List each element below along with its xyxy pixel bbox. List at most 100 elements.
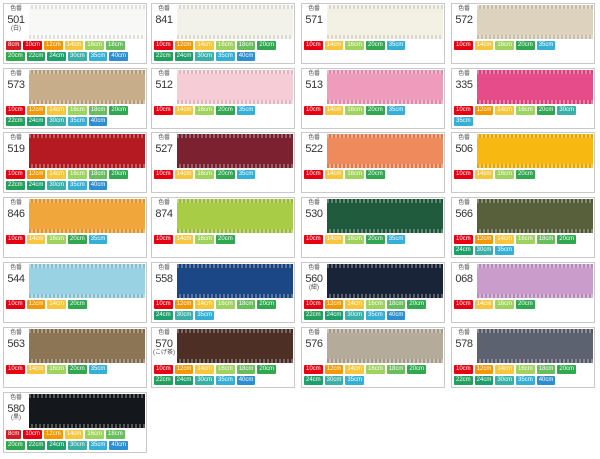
color-label: 色番 530 <box>302 198 326 233</box>
size-tag: 30cm <box>474 246 494 255</box>
size-tag: 16cm <box>516 106 535 115</box>
color-card-846[interactable]: 色番 846 10cm 14cm 16cm 20cm 35cm <box>3 197 147 258</box>
color-label: 色番 580 (黒) <box>4 393 28 428</box>
size-tag: 22cm <box>454 376 473 385</box>
color-number-prefix: 色番 <box>458 135 470 141</box>
size-tag: 12cm <box>174 365 194 374</box>
size-tag: 10cm <box>154 106 173 115</box>
color-number-prefix: 色番 <box>458 330 470 336</box>
size-tag: 20cm <box>557 235 577 244</box>
size-tag: 35cm <box>536 41 556 50</box>
color-card-571[interactable]: 色番 571 10cm 14cm 16cm 20cm 35cm <box>301 3 445 64</box>
size-tag: 50cm <box>27 452 46 453</box>
color-card-572[interactable]: 色番 572 10cm 14cm 16cm 20cm 35cm <box>451 3 595 64</box>
color-card-573[interactable]: 色番 573 10cm 12cm 14cm 16cm 18cm 20cm 22cm 24cm 30c… <box>3 68 147 129</box>
color-swatch <box>477 199 593 233</box>
color-code: 563 <box>7 338 25 350</box>
color-code: 512 <box>155 79 173 91</box>
size-tag: 20cm <box>516 170 535 179</box>
color-label: 色番 519 <box>4 133 28 168</box>
size-tag: 8cm <box>6 430 22 439</box>
size-tag: 18cm <box>536 235 556 244</box>
size-tag: 14cm <box>495 235 515 244</box>
size-tag: 16cm <box>495 41 515 50</box>
color-card-563[interactable]: 色番 563 10cm 14cm 16cm 20cm 35cm <box>3 327 147 388</box>
color-card-501[interactable]: 色番 501 (白) 8cm 10cm 12cm 14cm 16cm 18cm 20cm 22cm 2… <box>3 3 147 64</box>
color-number-prefix: 色番 <box>10 71 22 77</box>
size-tag: 22cm <box>154 52 173 61</box>
color-number-prefix: 色番 <box>308 330 320 336</box>
color-card-578[interactable]: 色番 578 10cm 12cm 14cm 16cm 18cm 20cm 22cm 24cm 30c… <box>451 327 595 388</box>
size-tag-list: 10cm 12cm 14cm 16cm 18cm 20cm 24cm 30cm 35cm <box>304 365 442 385</box>
color-swatch <box>29 70 145 104</box>
color-number-prefix: 色番 <box>10 265 22 271</box>
size-tag: 10cm <box>304 365 323 374</box>
size-tag: 35cm <box>345 376 365 385</box>
size-tag: 14cm <box>474 170 494 179</box>
size-tag: 35cm <box>88 441 108 450</box>
size-tag: 20cm <box>516 41 535 50</box>
color-card-841[interactable]: 色番 841 10cm 12cm 14cm 16cm 18cm 20cm 22cm 24cm 30c… <box>151 3 295 64</box>
size-tag: 10cm <box>154 41 173 50</box>
size-tag: 30cm <box>68 441 87 450</box>
color-card-566[interactable]: 色番 566 10cm 12cm 14cm 16cm 18cm 20cm 24cm 30cm 35c… <box>451 197 595 258</box>
color-label: 色番 573 <box>4 69 28 104</box>
size-tag: 16cm <box>345 106 365 115</box>
color-code: 560 <box>305 273 323 285</box>
color-card-513[interactable]: 色番 513 10cm 14cm 16cm 20cm 35cm <box>301 68 445 129</box>
size-tag-list: 10cm 14cm 16cm 20cm 35cm <box>154 106 292 115</box>
size-tag: 10cm <box>304 300 323 309</box>
size-tag: 14cm <box>195 300 215 309</box>
size-tag: 16cm <box>516 365 535 374</box>
size-tag: 18cm <box>386 300 406 309</box>
size-tag: 16cm <box>195 106 215 115</box>
color-card-560[interactable]: 色番 560 (紺) 10cm 12cm 14cm 16cm 18cm 20cm 22cm 24cm… <box>301 262 445 323</box>
size-tag: 12cm <box>324 300 344 309</box>
color-swatch <box>177 329 293 363</box>
color-label: 色番 544 <box>4 263 28 298</box>
color-code: 544 <box>7 273 25 285</box>
size-tag: 35cm <box>195 311 215 320</box>
color-card-530[interactable]: 色番 530 10cm 14cm 16cm 20cm 35cm <box>301 197 445 258</box>
size-tag: 20cm <box>366 106 385 115</box>
color-card-068[interactable]: 色番 068 10cm 14cm 16cm 20cm <box>451 262 595 323</box>
color-swatch <box>29 199 145 233</box>
color-card-576[interactable]: 色番 576 10cm 12cm 14cm 16cm 18cm 20cm 24cm 30cm 35c… <box>301 327 445 388</box>
size-tag: 35cm <box>88 235 108 244</box>
size-tag: 14cm <box>64 430 84 439</box>
color-card-335[interactable]: 色番 335 10cm 12cm 14cm 16cm 20cm 30cm 35cm <box>451 68 595 129</box>
size-tag-list: 10cm 12cm 14cm 20cm <box>6 300 144 309</box>
color-card-506[interactable]: 色番 506 10cm 14cm 16cm 20cm <box>451 132 595 193</box>
size-tag: 16cm <box>85 41 105 50</box>
color-card-522[interactable]: 色番 522 10cm 14cm 16cm 20cm <box>301 132 445 193</box>
size-tag: 10cm <box>154 170 173 179</box>
color-card-874[interactable]: 色番 874 10cm 14cm 16cm 20cm <box>151 197 295 258</box>
size-tag: 10cm <box>6 106 25 115</box>
color-card-519[interactable]: 色番 519 10cm 12cm 14cm 16cm 18cm 20cm 22cm 24cm 30c… <box>3 132 147 193</box>
size-tag: 16cm <box>216 41 235 50</box>
size-tag: 10cm <box>6 235 25 244</box>
size-tag: 18cm <box>106 41 125 50</box>
size-tag: 10cm <box>454 41 473 50</box>
size-tag: 14cm <box>324 41 344 50</box>
size-tag: 20cm <box>68 365 87 374</box>
color-card-527[interactable]: 色番 527 10cm 14cm 16cm 20cm 35cm <box>151 132 295 193</box>
color-number-prefix: 色番 <box>458 71 470 77</box>
size-tag: 10cm <box>154 300 173 309</box>
color-swatch <box>177 70 293 104</box>
color-card-580[interactable]: 色番 580 (黒) 8cm 10cm 12cm 14cm 16cm 18cm 20cm 22cm 2… <box>3 392 147 453</box>
color-card-570[interactable]: 色番 570 (こげ茶) 10cm 12cm 14cm 16cm 18cm 20cm 22cm 24… <box>151 327 295 388</box>
color-label: 色番 846 <box>4 198 28 233</box>
color-card-544[interactable]: 色番 544 10cm 12cm 14cm 20cm <box>3 262 147 323</box>
size-tag: 12cm <box>474 235 494 244</box>
color-card-512[interactable]: 色番 512 10cm 14cm 16cm 20cm 35cm <box>151 68 295 129</box>
size-tag: 35cm <box>366 311 385 320</box>
color-card-558[interactable]: 色番 558 10cm 12cm 14cm 16cm 18cm 20cm 24cm 30cm 35c… <box>151 262 295 323</box>
size-tag: 18cm <box>386 365 406 374</box>
color-number-prefix: 色番 <box>158 135 170 141</box>
size-tag: 40cm <box>386 311 406 320</box>
size-tag: 14cm <box>324 170 344 179</box>
size-tag: 12cm <box>174 41 194 50</box>
color-label: 色番 560 (紺) <box>302 263 326 298</box>
color-label: 色番 506 <box>452 133 476 168</box>
